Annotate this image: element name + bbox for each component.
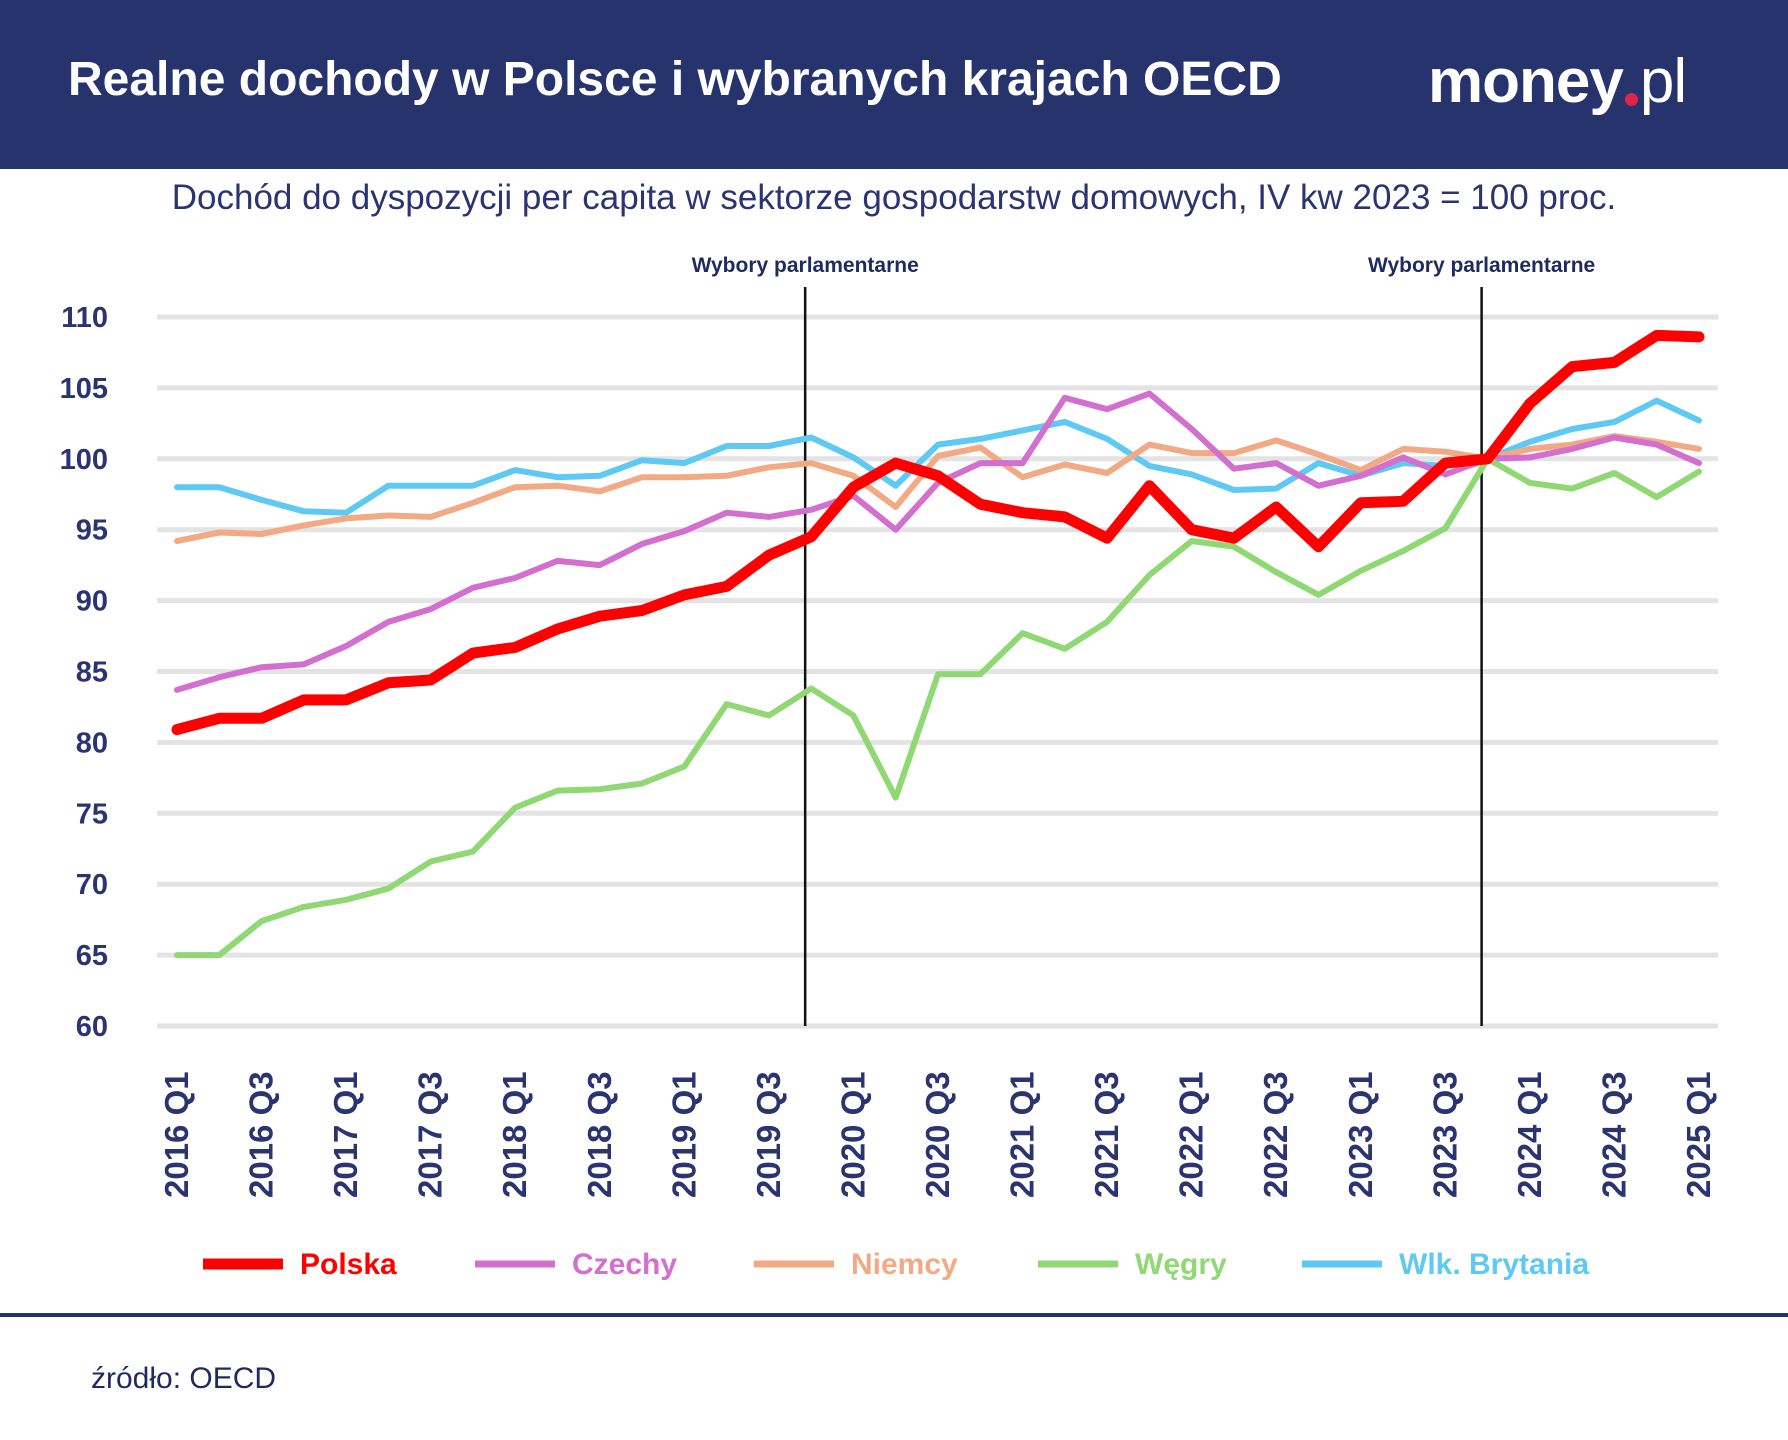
series-line-polska xyxy=(171,329,1705,736)
y-tick-label: 60 xyxy=(76,1011,108,1043)
y-tick-label: 100 xyxy=(60,444,108,476)
x-tick-label: 2018 Q3 xyxy=(581,1071,618,1198)
chart-title: Realne dochody w Polsce i wybranych kraj… xyxy=(68,53,1282,106)
y-tick-label: 90 xyxy=(76,586,108,618)
x-tick-label: 2021 Q3 xyxy=(1088,1071,1125,1198)
x-tick-label: 2017 Q3 xyxy=(412,1071,449,1198)
money-pl-logo: money pl xyxy=(1428,47,1687,116)
y-tick-label: 85 xyxy=(76,657,108,689)
x-tick-label: 2017 Q1 xyxy=(327,1071,364,1198)
y-tick-label: 65 xyxy=(76,940,108,972)
legend-label: Niemcy xyxy=(851,1248,958,1281)
x-tick-label: 2016 Q3 xyxy=(243,1071,280,1198)
x-tick-label: 2024 Q3 xyxy=(1595,1071,1632,1198)
header-band: Realne dochody w Polsce i wybranych kraj… xyxy=(0,0,1788,169)
x-tick-label: 2023 Q1 xyxy=(1342,1071,1379,1198)
series-line-węgry xyxy=(174,455,1702,959)
chart-subtitle: Dochód do dyspozycji per capita w sektor… xyxy=(171,178,1617,217)
x-tick-label: 2020 Q3 xyxy=(919,1071,956,1198)
x-tick-label: 2022 Q3 xyxy=(1257,1071,1294,1198)
x-tick-label: 2024 Q1 xyxy=(1511,1071,1548,1198)
x-tick-label: 2016 Q1 xyxy=(158,1071,195,1198)
y-tick-label: 105 xyxy=(60,373,108,405)
legend-label: Polska xyxy=(300,1248,397,1281)
legend-label: Wlk. Brytania xyxy=(1399,1248,1589,1281)
x-tick-label: 2018 Q1 xyxy=(496,1071,533,1198)
series-line-niemcy xyxy=(174,433,1702,544)
y-tick-label: 70 xyxy=(76,869,108,901)
x-tick-label: 2021 Q1 xyxy=(1004,1071,1041,1198)
x-tick-label: 2019 Q1 xyxy=(665,1071,702,1198)
legend-label: Węgry xyxy=(1135,1248,1227,1281)
y-tick-label: 95 xyxy=(76,515,108,547)
y-tick-label: 80 xyxy=(76,727,108,759)
x-tick-label: 2019 Q3 xyxy=(750,1071,787,1198)
x-tick-label: 2022 Q1 xyxy=(1173,1071,1210,1198)
y-tick-label: 110 xyxy=(61,302,108,334)
series-line-czechy xyxy=(174,390,1702,693)
y-tick-label: 75 xyxy=(76,798,108,830)
x-tick-label: 2020 Q1 xyxy=(834,1071,871,1198)
line-chart: 110 105 100 95 90 85 80 75 70 65 60 2016 Q1 2016 Q3 2… xyxy=(60,254,1718,1281)
x-tick-label: 2023 Q3 xyxy=(1426,1071,1463,1198)
election-annotation: Wybory parlamentarne xyxy=(692,254,919,277)
x-tick-label: 2025 Q1 xyxy=(1680,1071,1717,1198)
footer-divider xyxy=(0,1313,1788,1317)
election-annotation: Wybory parlamentarne xyxy=(1368,254,1595,277)
legend-label: Czechy xyxy=(572,1248,677,1281)
source-note: źródło: OECD xyxy=(91,1362,277,1395)
